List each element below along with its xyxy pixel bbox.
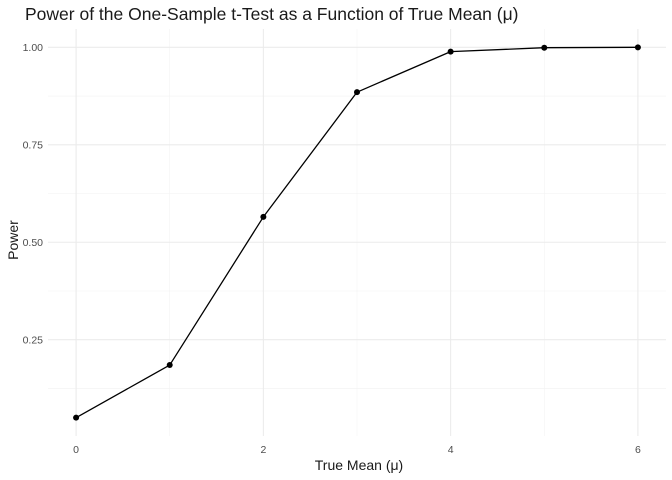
data-point <box>447 48 454 55</box>
y-tick-label: 0.50 <box>23 237 44 249</box>
points-group <box>73 44 641 421</box>
x-tick-label: 2 <box>260 444 266 456</box>
data-point <box>260 213 267 220</box>
x-tick-label: 4 <box>448 444 454 456</box>
y-tick-label: 1.00 <box>23 42 44 54</box>
minor-gridlines <box>48 29 666 436</box>
y-tick-label: 0.25 <box>23 334 44 346</box>
y-tick-labels: 0.25 0.50 0.75 1.00 <box>23 42 44 346</box>
data-point <box>541 44 548 51</box>
x-tick-label: 0 <box>73 444 79 456</box>
y-axis-title: Power <box>5 220 21 260</box>
data-point <box>73 414 80 421</box>
data-point <box>634 44 641 51</box>
data-point <box>354 89 360 96</box>
x-axis-title: True Mean (μ) <box>315 457 403 473</box>
x-tick-label: 6 <box>635 444 641 456</box>
chart-title: Power of the One-Sample t-Test as a Func… <box>25 4 519 24</box>
x-tick-labels: 0 2 4 6 <box>73 444 641 456</box>
data-point <box>166 362 173 369</box>
y-tick-label: 0.75 <box>23 139 44 151</box>
